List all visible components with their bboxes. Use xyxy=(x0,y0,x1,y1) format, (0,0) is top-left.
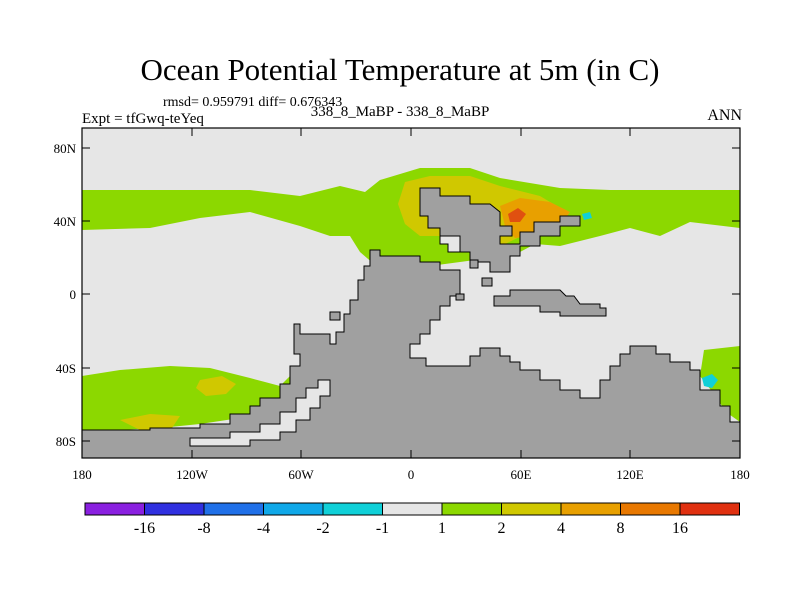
colorbar-box-5 xyxy=(322,502,383,516)
lon-label-60e: 60E xyxy=(511,467,532,482)
colorbar-box-7 xyxy=(441,502,502,516)
inland-ocean-south xyxy=(189,379,331,447)
plot-title: Ocean Potential Temperature at 5m (in C) xyxy=(140,52,660,87)
lat-label-40n: 40N xyxy=(54,214,77,229)
lat-label-80s: 80S xyxy=(56,434,76,449)
land-europe-small xyxy=(469,259,479,269)
colorbar-box-10 xyxy=(620,502,681,516)
colorbar-box-2 xyxy=(144,502,205,516)
colorbar-box-8 xyxy=(501,502,562,516)
colorbar-label-4: -2 xyxy=(316,520,329,537)
colorbar xyxy=(84,502,740,516)
lat-label-40s: 40S xyxy=(56,361,76,376)
season-label: ANN xyxy=(707,107,742,124)
lat-label-80n: 80N xyxy=(54,141,77,156)
lon-label-0: 0 xyxy=(408,467,415,482)
colorbar-label-9: 8 xyxy=(617,520,625,537)
lon-label-180e: 180 xyxy=(730,467,750,482)
land-middle-east xyxy=(493,289,607,317)
cyan-spot-north xyxy=(582,212,592,220)
yellow-region-south-2 xyxy=(120,414,180,430)
case-label: 338_8_MaBP - 338_8_MaBP xyxy=(310,104,490,120)
colorbar-label-6: 1 xyxy=(438,520,446,537)
colorbar-box-3 xyxy=(203,502,264,516)
colorbar-label-1: -16 xyxy=(134,520,155,537)
lon-label-120e: 120E xyxy=(616,467,644,482)
experiment-label: Expt = tfGwq-teYeq xyxy=(82,111,204,127)
colorbar-label-5: -1 xyxy=(376,520,389,537)
yellow-region-south xyxy=(196,376,236,396)
colorbar-label-2: -8 xyxy=(197,520,210,537)
stats-text: rmsd= 0.959791 diff= 0.676343 xyxy=(163,95,343,110)
colorbar-label-8: 4 xyxy=(557,520,565,537)
colorbar-box-6 xyxy=(382,502,443,516)
lon-label-120w: 120W xyxy=(176,467,209,482)
cyan-spot-east xyxy=(702,374,718,388)
colorbar-label-3: -4 xyxy=(257,520,270,537)
land-small-island-2 xyxy=(455,293,465,301)
lat-label-0: 0 xyxy=(70,287,77,302)
colorbar-box-4 xyxy=(263,502,324,516)
land-small-island-3 xyxy=(481,277,493,287)
colorbar-box-11 xyxy=(679,502,740,516)
red-region-north xyxy=(508,208,526,222)
land-africa-americas xyxy=(81,249,741,459)
colorbar-label-7: 2 xyxy=(498,520,506,537)
colorbar-box-9 xyxy=(560,502,621,516)
lon-label-60w: 60W xyxy=(288,467,314,482)
colorbar-label-10: 16 xyxy=(672,520,688,537)
lon-label-180w: 180 xyxy=(72,467,92,482)
map-ticks xyxy=(82,128,740,458)
green-region-south-east xyxy=(700,346,740,422)
inland-ocean-north xyxy=(439,235,461,253)
colorbar-box-1 xyxy=(84,502,145,516)
land-small-island-1 xyxy=(329,311,341,321)
